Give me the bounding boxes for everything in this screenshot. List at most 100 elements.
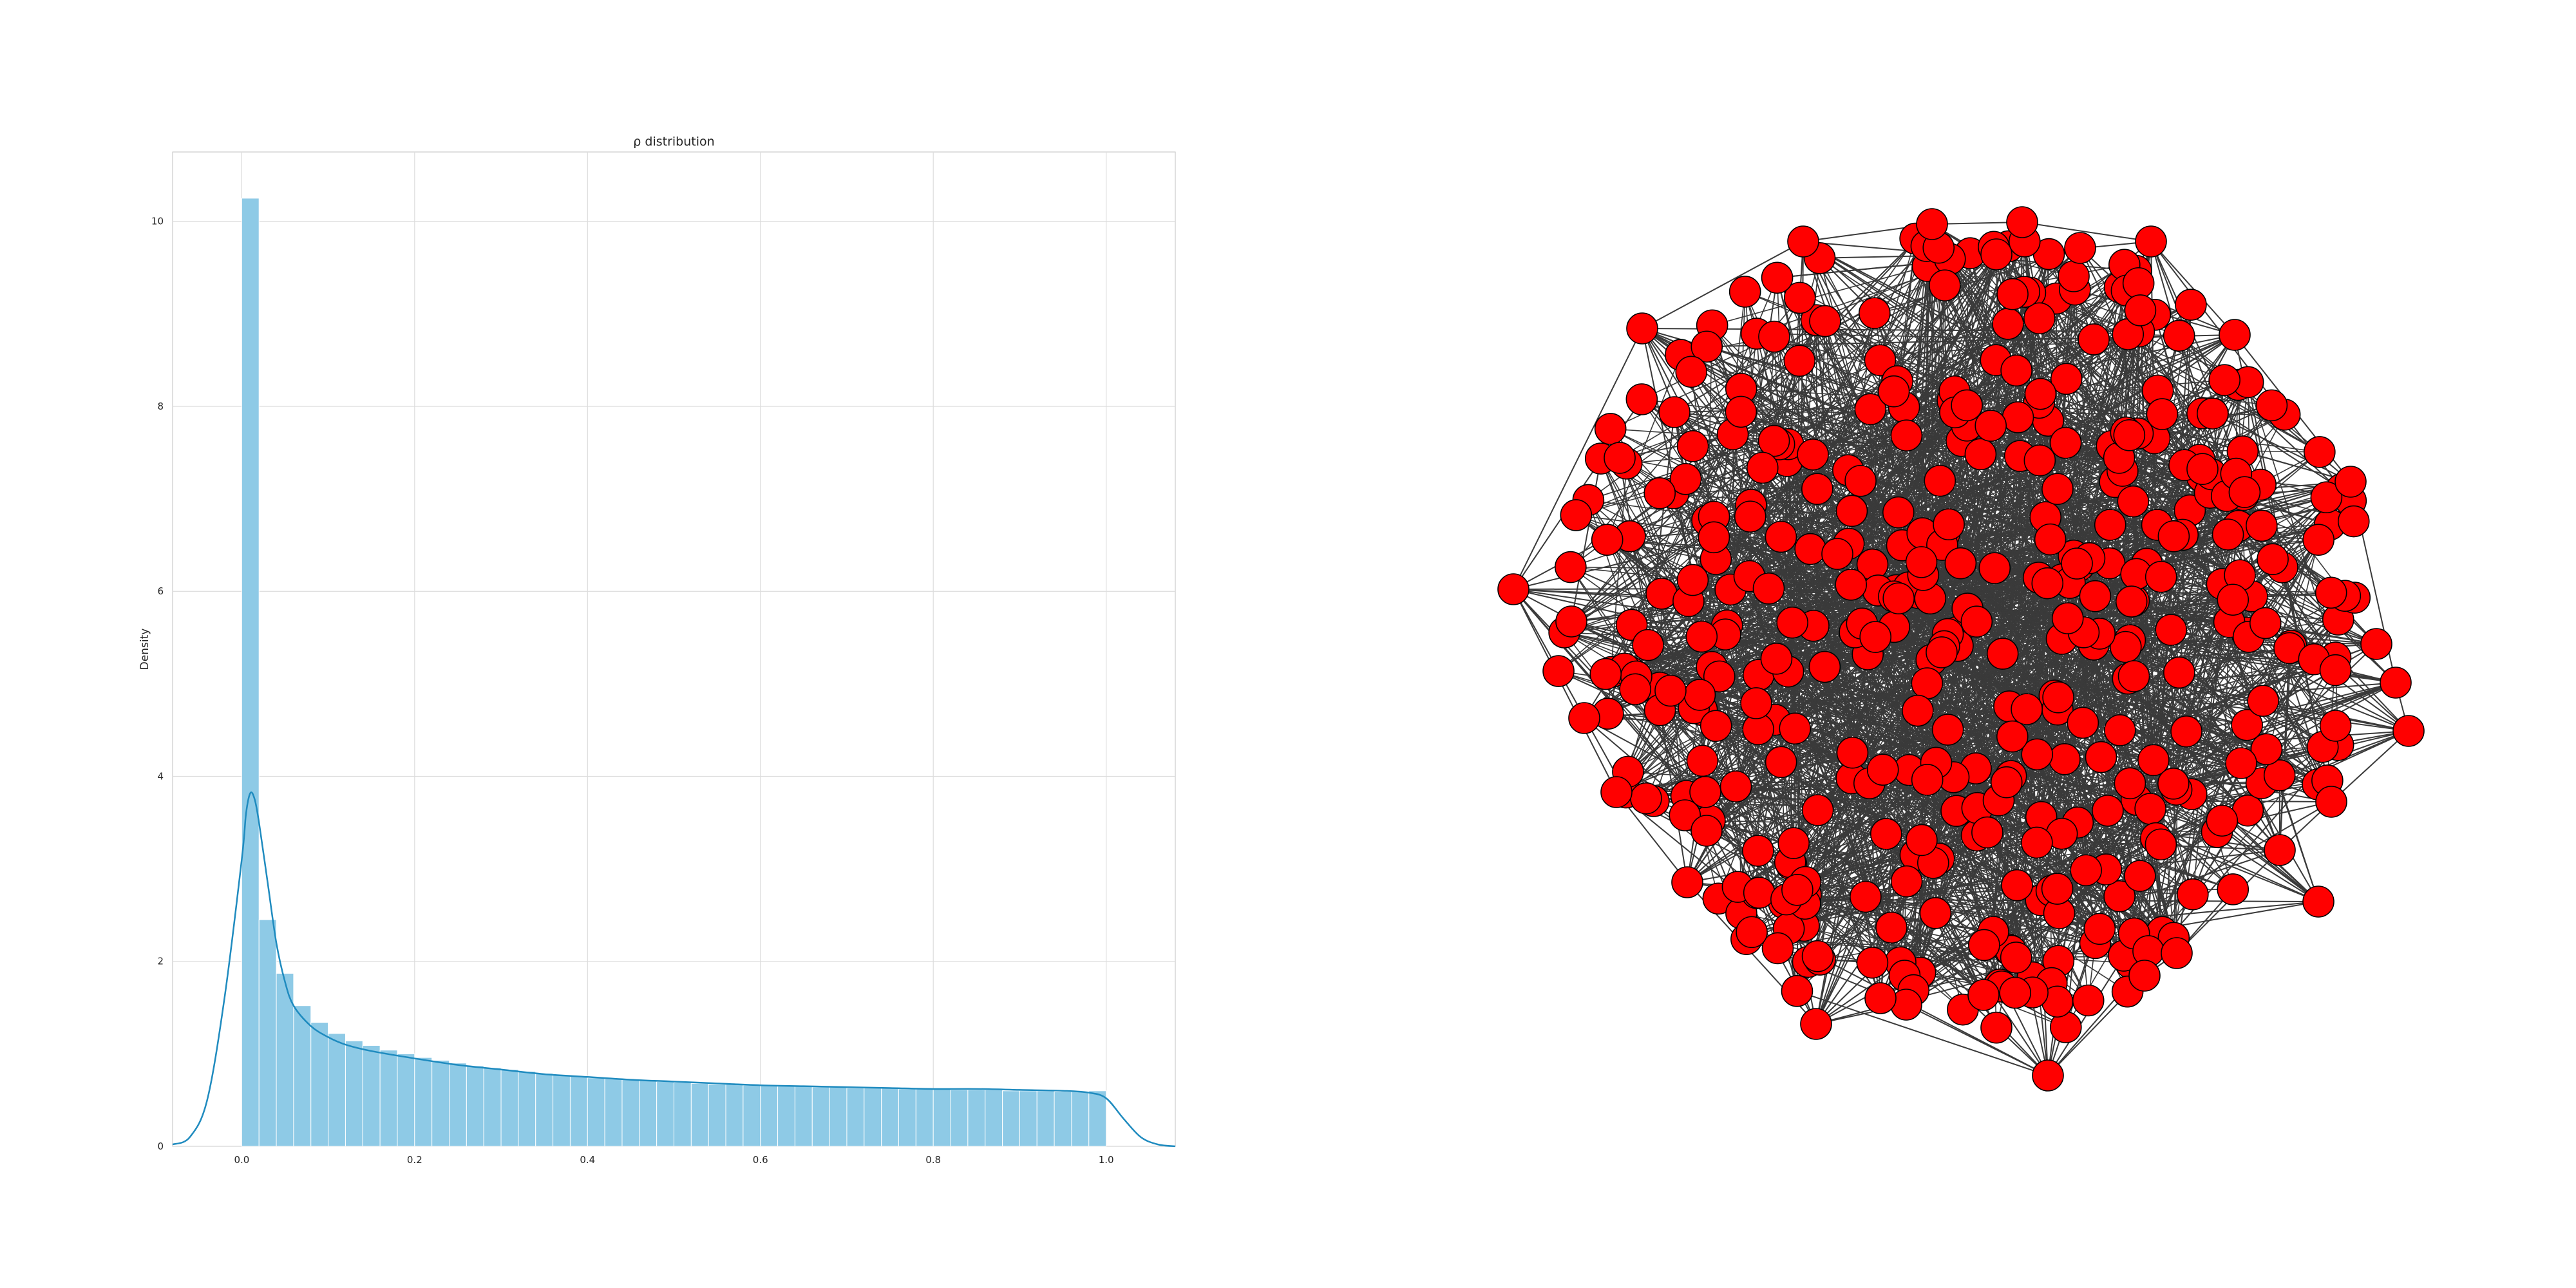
histogram-bar — [587, 1077, 605, 1147]
histogram-bar — [1054, 1091, 1072, 1147]
network-node — [1630, 782, 1662, 815]
network-node — [1675, 355, 1708, 388]
histogram-bar — [345, 1040, 363, 1147]
histogram-bar — [1002, 1090, 1020, 1147]
network-node — [1996, 720, 2029, 753]
network-node — [2249, 607, 2282, 639]
network-node — [1882, 582, 1915, 615]
y-tick-label: 2 — [157, 956, 164, 967]
network-node — [1890, 419, 1923, 452]
network-node — [1743, 876, 1776, 909]
network-node — [2011, 693, 2043, 725]
network-edge — [1898, 457, 2119, 513]
network-edge — [2331, 730, 2409, 802]
network-node — [2250, 733, 2283, 766]
network-node — [1821, 538, 1853, 570]
network-edge — [1638, 497, 2327, 688]
network-node — [2124, 294, 2157, 327]
network-node — [2145, 560, 2177, 593]
network-edge — [2119, 495, 2228, 896]
network-edge — [2247, 382, 2336, 658]
histogram-bar — [690, 1083, 709, 1147]
network-node — [2050, 363, 2083, 395]
network-edge — [2030, 292, 2320, 453]
network-node — [2170, 715, 2202, 748]
network-node — [2083, 913, 2116, 945]
y-axis-label: Density — [138, 629, 151, 670]
network-node — [2041, 473, 2074, 506]
histogram-bar — [293, 1005, 312, 1147]
network-node — [1797, 438, 1829, 471]
network-node — [1980, 238, 2012, 270]
network-node — [2263, 759, 2296, 791]
network-node — [2319, 710, 2352, 742]
histogram-bar — [276, 972, 294, 1147]
network-node — [2031, 567, 2064, 600]
histogram-bar — [794, 1086, 813, 1147]
histogram-bar — [846, 1088, 865, 1147]
histogram-panel: 0.0 0.2 0.4 0.6 0.8 1.0 0 2 4 6 8 10 ρ distribution… — [138, 135, 1176, 1166]
network-edge — [1680, 354, 2067, 1028]
network-node — [2103, 880, 2136, 913]
network-node — [2208, 364, 2240, 396]
histogram-bar — [500, 1069, 519, 1147]
kde-curve — [172, 791, 1176, 1148]
network-node — [2061, 547, 2093, 580]
network-node — [1964, 438, 1997, 471]
network-node — [1919, 897, 1952, 929]
network-node — [1632, 629, 1664, 661]
network-node — [1669, 463, 1702, 495]
network-node — [1781, 874, 1814, 906]
tick-labels: 0.0 0.2 0.4 0.6 0.8 1.0 0 2 4 6 8 10 — [151, 216, 1114, 1166]
histogram-bar — [881, 1088, 899, 1147]
network-node — [2000, 942, 2032, 974]
network-node — [1776, 606, 1808, 639]
network-node — [2085, 741, 2117, 773]
network-node — [1669, 799, 1701, 831]
histogram-bar — [933, 1088, 951, 1147]
network-node — [2145, 828, 2177, 861]
network-node — [2070, 854, 2102, 887]
network-node — [2255, 389, 2288, 422]
network-node — [1875, 911, 1908, 944]
network-node — [2041, 873, 2074, 905]
network-edge — [2266, 643, 2377, 750]
network-node — [2124, 860, 2156, 892]
network-node — [2064, 232, 2096, 264]
network-node — [1781, 975, 1814, 1007]
network-edge — [1922, 384, 2239, 576]
network-edge — [1741, 388, 2074, 556]
histogram-bar — [708, 1084, 726, 1147]
network-node — [1589, 658, 1622, 690]
histogram-bar — [1088, 1090, 1107, 1147]
network-node — [1800, 1008, 1832, 1040]
y-tick-label: 4 — [157, 770, 164, 782]
network-node — [1686, 744, 1719, 777]
network-node — [2128, 960, 2161, 992]
network-node — [1854, 393, 1887, 426]
network-node — [1944, 547, 1977, 580]
histogram-bar — [569, 1075, 588, 1147]
network-node — [2163, 319, 2195, 352]
network-node — [1911, 764, 1944, 796]
network-edge — [1513, 328, 1643, 590]
histogram-bar — [258, 919, 277, 1147]
network-edge — [1712, 265, 1928, 327]
histogram-bar — [449, 1063, 467, 1147]
network-edge — [1819, 623, 1863, 960]
network-node — [1594, 413, 1627, 445]
x-tick-label: 0.8 — [925, 1154, 941, 1166]
histogram-bar — [1071, 1091, 1090, 1147]
network-node — [2114, 767, 2146, 800]
histogram-bar — [397, 1053, 415, 1147]
network-panel — [1497, 206, 2425, 1092]
network-node — [2197, 397, 2229, 430]
network-node — [2217, 583, 2249, 616]
network-node — [2360, 628, 2392, 660]
network-edge — [1797, 494, 2244, 891]
network-node — [1645, 577, 1678, 610]
network-node — [1975, 410, 2007, 442]
network-node — [1760, 643, 1793, 675]
network-node — [1844, 464, 1877, 497]
network-edge — [1797, 990, 2049, 1076]
